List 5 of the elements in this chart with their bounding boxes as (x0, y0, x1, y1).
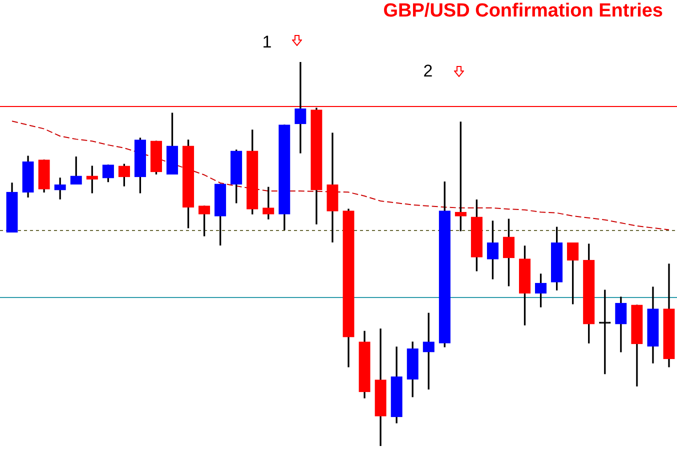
candlestick (294, 62, 306, 154)
text: 1 (262, 32, 272, 52)
chart-title: GBP/USD Confirmation Entries (383, 0, 663, 22)
candlestick (326, 132, 338, 242)
annotation: 2 (423, 62, 433, 81)
